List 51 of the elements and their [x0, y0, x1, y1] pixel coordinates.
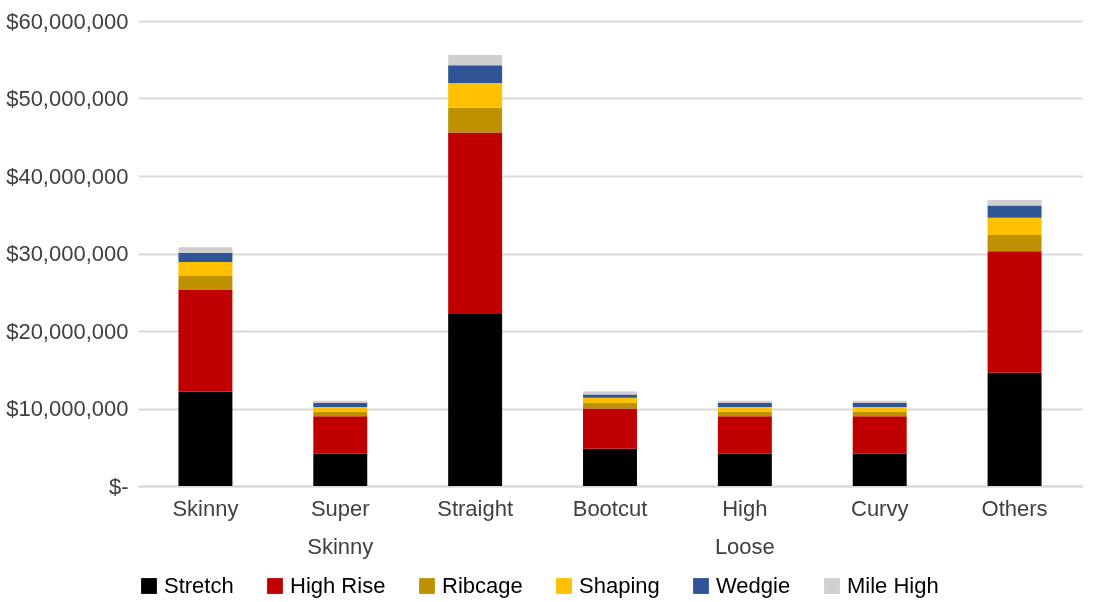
bar	[448, 107, 503, 133]
x-tick-label: Bootcut	[572, 495, 648, 521]
legend-label: Shaping	[579, 573, 660, 598]
bar	[852, 453, 907, 486]
legend-label: Wedgie	[716, 573, 791, 598]
bar	[178, 391, 233, 486]
bar	[313, 453, 368, 486]
bar	[717, 416, 772, 454]
y-tick-label: $30,000,000	[6, 241, 129, 266]
x-tick-label: Straight	[437, 495, 514, 521]
bar	[583, 403, 637, 409]
legend-label: Ribcage	[442, 573, 523, 598]
bar	[987, 200, 1042, 206]
y-tick-label: $20,000,000	[6, 318, 129, 344]
bar	[178, 262, 233, 276]
bar	[448, 132, 503, 314]
bar	[178, 252, 233, 263]
legend-label: Mile High	[847, 573, 939, 598]
y-tick-label: $40,000,000	[6, 163, 129, 189]
bar	[852, 406, 907, 412]
y-tick-label: $10,000,000	[6, 396, 129, 421]
y-tick-label: $50,000,000	[6, 86, 129, 111]
bar	[987, 217, 1042, 235]
bar	[313, 406, 368, 412]
legend-label: Stretch	[164, 573, 234, 598]
x-tick-label: Skinny	[172, 495, 239, 521]
bar	[583, 408, 637, 449]
bar	[448, 65, 503, 83]
bar	[987, 251, 1042, 373]
bar	[717, 453, 772, 486]
bar	[987, 372, 1042, 486]
bar	[987, 205, 1042, 218]
bar	[717, 406, 772, 412]
x-tick-label: Others	[981, 495, 1048, 521]
legend-label: High Rise	[290, 573, 386, 598]
x-tick-label: High Loose	[714, 495, 775, 559]
bar	[178, 247, 233, 253]
x-tick-label: Super Skinny	[307, 495, 374, 559]
bar	[448, 313, 503, 486]
y-tick-label: $60,000,000	[6, 8, 129, 34]
bar	[852, 416, 907, 454]
bar	[583, 448, 637, 486]
bar	[583, 397, 637, 404]
x-tick-label: Curvy	[850, 495, 909, 521]
bar	[448, 83, 503, 108]
bar	[448, 55, 503, 66]
bar	[987, 234, 1042, 252]
bar	[313, 416, 368, 454]
bar	[178, 289, 233, 392]
bar	[178, 275, 233, 290]
y-tick-label: $-	[108, 473, 129, 499]
